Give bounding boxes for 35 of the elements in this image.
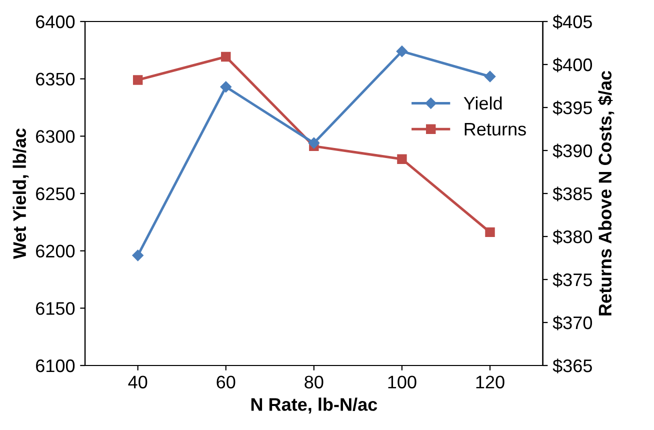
x-tick-label: 100 [388,376,416,388]
y2-tick-label: $375 [552,272,592,288]
y2-tick-label: $395 [552,100,592,116]
x-axis-title: N Rate, lb-N/ac [251,398,378,414]
y2-tick-label: $400 [552,58,592,72]
point [308,137,320,149]
y2-tick-label: $365 [552,358,592,374]
y-tick-label: 6200 [36,244,75,258]
point [396,46,408,57]
y2-tick-label: $405 [552,14,592,30]
y-tick-label: 6100 [36,359,75,372]
y-tick-label: 6350 [36,72,75,86]
point [484,70,496,82]
y2-tick-label: $390 [552,144,592,158]
y2-tick-label: $370 [552,316,592,330]
legend-label: Returns [464,122,526,136]
y-tick-label: 6250 [36,187,75,200]
point [132,250,144,262]
point [220,81,232,92]
x-tick-label: 80 [304,376,324,388]
point [485,227,495,238]
point [132,75,143,85]
y-tick-label: 6300 [36,130,75,143]
y-tick-label: 6150 [36,302,75,315]
x-tick-label: 120 [476,376,504,388]
y-tick-label: 6400 [36,15,75,28]
legend-label: Yield [464,96,502,110]
y2-tick-label: $380 [552,230,592,244]
y2-axis-title: Returns Above N Costs, $/ac [598,70,614,316]
x-tick-label: 40 [128,376,148,388]
x-tick-label: 60 [216,376,236,388]
point [397,154,407,164]
y2-tick-label: $385 [552,186,592,202]
y-axis-title: Wet Yield, lb/ac [12,128,29,260]
point [221,52,231,62]
